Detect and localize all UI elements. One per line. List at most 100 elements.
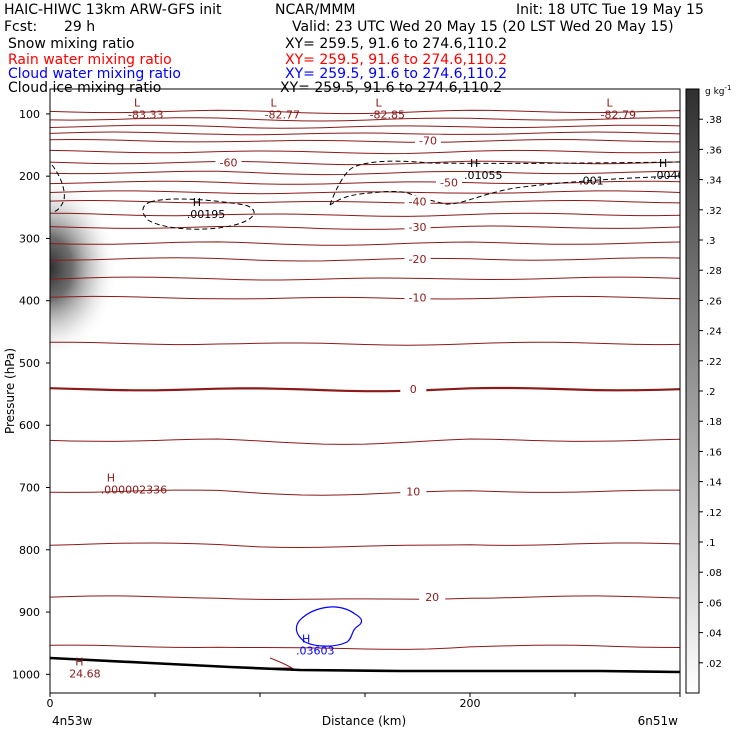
extremum-type: H	[75, 656, 83, 669]
field-cloudwater-name: Cloud water mixing ratio	[8, 66, 181, 82]
isotherm-line	[50, 170, 680, 176]
extremum-value: .000002336	[101, 483, 167, 496]
header-valid: Valid: 23 UTC Wed 20 May 15 (20 LST Wed …	[292, 19, 674, 35]
isotherm-line	[50, 438, 680, 445]
isotherm-line	[50, 131, 680, 136]
extremum-value: -82.85	[370, 108, 405, 121]
terrain-line	[50, 656, 680, 674]
x-tick-label: 200	[460, 697, 481, 710]
colorbar-tick-label: .14	[706, 478, 722, 489]
x-tick-label: 0	[47, 697, 54, 710]
isotherm-label-bg	[215, 156, 242, 169]
isotherm-line	[50, 257, 680, 262]
y-tick-label: 1000	[12, 668, 40, 681]
field-snow-xy: XY= 259.5, 91.6 to 274.6,110.2	[285, 36, 508, 52]
forecast-value: 29 h	[64, 19, 96, 35]
extremum-value: -82.77	[265, 108, 300, 121]
colorbar-unit: g kg-1	[705, 84, 731, 97]
isotherm-label: -60	[220, 156, 238, 169]
colorbar-tick-label: .36	[706, 145, 722, 156]
isotherm-line	[50, 489, 680, 496]
isotherm-label-bg	[404, 221, 431, 234]
y-tick-label: 400	[19, 295, 40, 308]
isotherm-line	[50, 542, 680, 549]
isotherm-label-bg	[404, 291, 431, 304]
extremum-type: H	[107, 471, 115, 484]
colorbar-tick-label: .16	[706, 447, 722, 458]
y-tick-label: 500	[19, 357, 40, 370]
cloud-ice-contour	[329, 160, 680, 206]
isotherm-line	[50, 386, 680, 393]
colorbar-tick-label: .2	[706, 387, 716, 398]
extremum-value: .00407	[653, 169, 692, 182]
colorbar-tick-label: .3	[706, 236, 716, 247]
colorbar	[685, 88, 700, 694]
header-init: Init: 18 UTC Tue 19 May 15	[516, 2, 704, 18]
isotherm-label: 0	[410, 383, 417, 396]
colorbar-tick-label: .04	[706, 629, 722, 640]
colorbar-tick-label: .24	[706, 327, 722, 338]
isotherm-line	[50, 190, 680, 195]
isotherm-label-bg	[400, 485, 427, 498]
isotherm-line	[50, 295, 680, 300]
isotherm-label-bg	[400, 383, 427, 396]
extremum-value: 24.68	[69, 668, 101, 681]
extremum-type: L	[607, 96, 614, 109]
extremum-type: L	[134, 96, 141, 109]
field-cloudice-name: Cloud ice mixing ratio	[8, 80, 162, 96]
isotherm-label-bg	[404, 195, 431, 208]
isotherm-label: -20	[409, 253, 427, 266]
isotherm-label: -40	[409, 196, 427, 209]
y-tick-label: 200	[19, 170, 40, 183]
field-cloudwater-xy: XY= 259.5, 91.6 to 274.6,110.2	[285, 66, 508, 82]
y-axis-title: Pressure (hPa)	[3, 348, 17, 434]
isotherm-label: -70	[419, 135, 437, 148]
colorbar-tick-label: .06	[706, 598, 722, 609]
extremum-value: .00195	[187, 208, 226, 221]
y-tick-label: 800	[19, 544, 40, 557]
y-tick-label: 300	[19, 232, 40, 245]
left-endpoint-label: 4n53w	[52, 714, 93, 728]
isotherm-line	[50, 595, 680, 601]
isotherm-line	[50, 341, 680, 346]
isotherm-line	[50, 149, 680, 155]
colorbar-tick-label: .32	[706, 206, 722, 217]
field-cloudice-xy: XY= 259.5, 91.6 to 274.6,110.2	[280, 80, 503, 96]
contour-label: .001	[579, 174, 604, 187]
colorbar-tick-label: .12	[706, 508, 722, 519]
colorbar-tick-label: .18	[706, 417, 722, 428]
x-axis-title: Distance (km)	[322, 714, 406, 728]
isotherm-line	[50, 109, 680, 115]
rain-water-contour	[269, 657, 294, 669]
field-rain-name: Rain water mixing ratio	[8, 52, 172, 68]
forecast-label: Fcst:	[4, 19, 38, 35]
extremum-value: -83.33	[128, 108, 163, 121]
snow-maximum-shading	[50, 178, 118, 358]
colorbar-tick-label: .02	[706, 659, 722, 670]
y-tick-label: 900	[19, 606, 40, 619]
isotherm-label-bg	[419, 591, 446, 604]
isotherm-label-bg	[404, 252, 431, 265]
colorbar-tick-label: .08	[706, 568, 722, 579]
isotherm-line	[50, 138, 680, 143]
isotherm-label: -50	[440, 176, 458, 189]
y-tick-label: 700	[19, 482, 40, 495]
isotherm-line	[50, 644, 680, 650]
isotherm-line	[50, 276, 680, 281]
cloud-water-contour	[295, 606, 363, 647]
extremum-type: H	[659, 157, 667, 170]
colorbar-tick-label: .26	[706, 296, 722, 307]
colorbar-tick-label: .22	[706, 357, 722, 368]
isotherm-label: 10	[406, 485, 420, 498]
extremum-type: L	[271, 96, 278, 109]
extremum-type: H	[193, 196, 201, 209]
isotherm-line	[50, 225, 680, 230]
isotherm-line	[50, 180, 680, 185]
colorbar-tick-label: .1	[706, 538, 716, 549]
extremum-type: H	[470, 157, 478, 170]
header-title: HAIC-HIWC 13km ARW-GFS init	[4, 2, 222, 18]
header-org: NCAR/MMM	[275, 2, 356, 18]
y-tick-label: 600	[19, 419, 40, 432]
colorbar-tick-label: .28	[706, 266, 722, 277]
